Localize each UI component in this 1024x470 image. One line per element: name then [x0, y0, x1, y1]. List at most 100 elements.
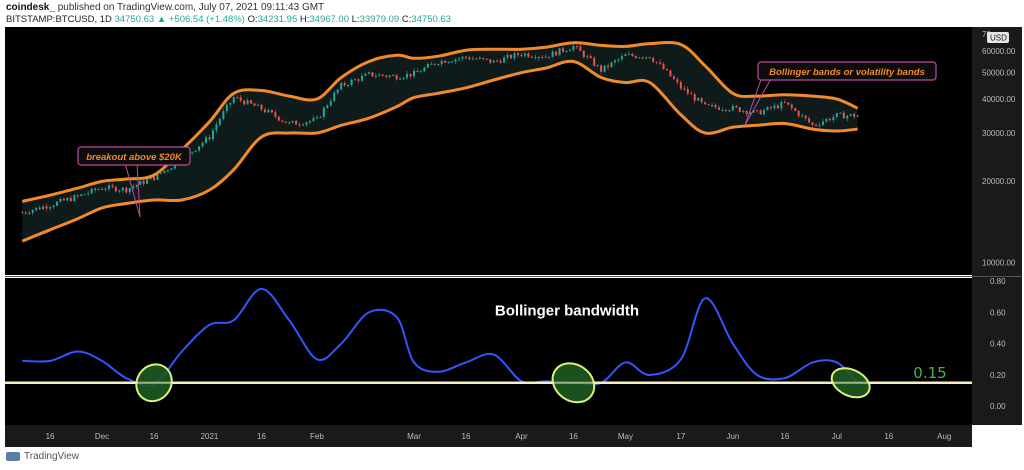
candle-body [205, 137, 208, 143]
price-scale[interactable] [972, 27, 1022, 425]
footer-brand[interactable]: TradingView [24, 451, 80, 462]
candle-body [170, 168, 173, 171]
close-label: C: [401, 14, 412, 25]
candle-body [409, 73, 412, 77]
candle-body [586, 56, 589, 58]
currency-badge[interactable] [987, 32, 1009, 43]
candle-body [846, 115, 849, 119]
candle-body [73, 195, 76, 202]
candle-body [326, 105, 329, 108]
candle-body [454, 59, 457, 62]
price-tick-label: 20000.00 [982, 177, 1016, 186]
time-axis-tick-label: May [618, 432, 633, 441]
price-change: +506.54 (+1.48%) [168, 14, 245, 25]
candle-body [125, 187, 128, 193]
candle-body [426, 64, 429, 68]
candle-body [589, 56, 592, 59]
candle-body [211, 130, 214, 140]
candle-body [336, 89, 339, 93]
tradingview-logo-icon [6, 452, 20, 461]
candle-body [464, 56, 467, 58]
candle-body [641, 57, 644, 59]
candle-body [225, 104, 228, 112]
chart-canvas[interactable]: 70 60000.00 50000.00 40000.00 30000.00 20000.… [0, 27, 1024, 449]
candle-body [711, 105, 714, 107]
candle-body [503, 57, 506, 63]
time-scale[interactable] [5, 425, 972, 447]
candle-body [319, 116, 322, 118]
candle-body [568, 49, 571, 52]
candle-body [31, 210, 34, 213]
candle-body [329, 101, 332, 106]
currency-badge-label: USD [990, 34, 1007, 43]
candle-body [721, 109, 724, 111]
candle-body [142, 180, 145, 184]
candle-body [627, 53, 630, 55]
candle-body [87, 193, 90, 195]
candle-body [801, 115, 804, 117]
candle-body [215, 124, 218, 131]
candle-body [322, 107, 325, 117]
candle-body [159, 172, 162, 174]
candle-body [163, 170, 166, 173]
candle-body [62, 198, 65, 201]
candle-body [263, 109, 266, 113]
last-price: 34750.63 [114, 14, 155, 25]
candle-body [482, 57, 485, 59]
candle-body [555, 51, 558, 56]
candle-body [156, 173, 159, 180]
candle-body [97, 189, 100, 191]
candle-body [634, 55, 637, 58]
candle-body [756, 110, 759, 112]
candle-body [769, 106, 772, 109]
candle-body [821, 121, 824, 125]
candle-body [458, 58, 461, 60]
lower-bollinger-band[interactable] [21, 59, 858, 243]
candle-body [759, 110, 762, 115]
candle-body [260, 104, 263, 110]
upper-bollinger-band[interactable] [21, 41, 859, 203]
candle-body [492, 60, 495, 63]
bandwidth-tick-label: 0.40 [990, 340, 1006, 349]
indicator-panel[interactable] [5, 278, 972, 425]
candle-body [485, 58, 488, 60]
candle-body [659, 62, 662, 64]
candle-body [499, 60, 502, 63]
candle-body [135, 184, 138, 187]
candle-body [274, 112, 277, 117]
candle-body [392, 75, 395, 77]
candle-body [853, 114, 856, 117]
candle-body [773, 105, 776, 109]
candle-body [114, 186, 117, 192]
candle-body [669, 70, 672, 77]
candle-body [374, 75, 377, 77]
candle-body [527, 53, 530, 57]
candle-body [42, 206, 45, 210]
published-text: published on TradingView.com, July 07, 2… [57, 2, 325, 13]
candle-body [676, 79, 679, 83]
candle-body [437, 64, 440, 66]
candle-body [340, 82, 343, 90]
candle-body [766, 106, 769, 111]
candle-body [101, 189, 104, 191]
candle-body [572, 45, 575, 50]
candle-body [763, 110, 766, 115]
band-fill [22, 42, 858, 242]
candle-body [780, 102, 783, 109]
candle-body [697, 98, 700, 101]
candle-body [510, 54, 513, 59]
candle-body [631, 53, 634, 56]
candle-body [90, 188, 93, 194]
publisher-name[interactable]: coindesk_ [6, 2, 55, 13]
time-axis-tick-label: Dec [95, 432, 109, 441]
candle-body [738, 107, 741, 112]
candle-body [350, 79, 353, 86]
candle-body [690, 93, 693, 95]
candle-body [593, 58, 596, 66]
candle-body [683, 88, 686, 90]
candle-body [541, 56, 544, 58]
candle-body [343, 82, 346, 86]
candle-body [530, 56, 533, 58]
candle-body [461, 56, 464, 59]
high-label: H: [299, 14, 310, 25]
